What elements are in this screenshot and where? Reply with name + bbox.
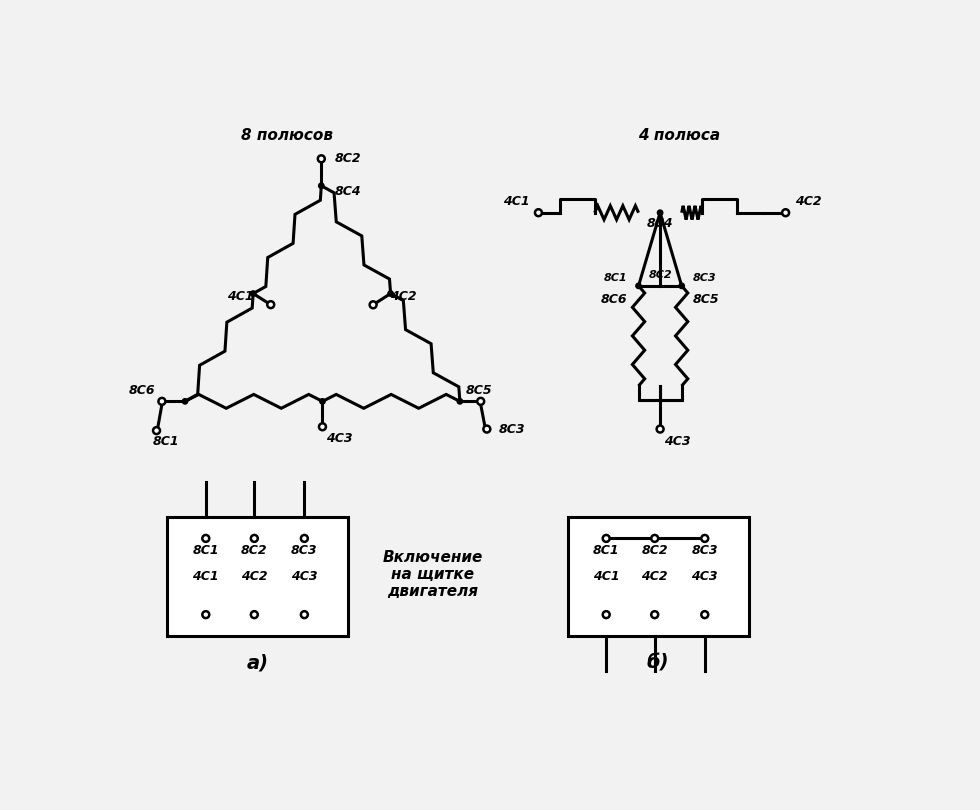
Text: 4С3: 4С3 (692, 570, 718, 583)
Circle shape (657, 425, 663, 433)
Circle shape (652, 612, 659, 618)
Circle shape (603, 535, 610, 542)
Circle shape (652, 535, 659, 542)
Text: б): б) (647, 654, 669, 672)
Circle shape (702, 535, 709, 542)
Circle shape (658, 210, 662, 215)
Text: 4С1: 4С1 (503, 195, 529, 208)
Text: 8С6: 8С6 (129, 384, 156, 397)
Circle shape (202, 612, 210, 618)
Text: 8С6: 8С6 (601, 293, 628, 306)
Circle shape (603, 612, 610, 618)
Text: 4С3: 4С3 (664, 435, 691, 448)
Text: 8С3: 8С3 (693, 273, 716, 284)
Text: 8С4: 8С4 (647, 217, 673, 230)
Text: 4С1: 4С1 (593, 570, 619, 583)
Text: 8С1: 8С1 (192, 544, 220, 557)
Circle shape (251, 535, 258, 542)
Text: 4 полюса: 4 полюса (638, 128, 720, 143)
Text: 4С2: 4С2 (795, 195, 821, 208)
Text: 4С3: 4С3 (326, 432, 353, 445)
Text: Включение
на щитке
двигателя: Включение на щитке двигателя (383, 550, 483, 599)
Text: 4С1: 4С1 (227, 290, 254, 303)
Text: а): а) (247, 654, 269, 672)
Circle shape (388, 291, 393, 296)
Circle shape (251, 291, 256, 296)
Circle shape (782, 209, 789, 216)
Circle shape (202, 535, 210, 542)
Text: 8С3: 8С3 (291, 544, 318, 557)
Text: 8С2: 8С2 (335, 152, 362, 165)
Circle shape (702, 612, 709, 618)
Text: 8С4: 8С4 (335, 185, 362, 198)
Text: 8 полюсов: 8 полюсов (241, 128, 332, 143)
Circle shape (369, 301, 376, 309)
Bar (567, 517, 749, 636)
Text: 4С3: 4С3 (291, 570, 318, 583)
Text: 8С3: 8С3 (692, 544, 718, 557)
Text: 8С2: 8С2 (241, 544, 268, 557)
Circle shape (679, 284, 684, 288)
Text: 8С5: 8С5 (466, 384, 493, 397)
Text: 8С1: 8С1 (593, 544, 619, 557)
Circle shape (159, 398, 166, 405)
Circle shape (636, 284, 641, 288)
Text: 8С2: 8С2 (649, 270, 672, 280)
Text: 4С2: 4С2 (390, 290, 416, 303)
Circle shape (535, 209, 542, 216)
Circle shape (458, 399, 463, 404)
Text: 4С2: 4С2 (641, 570, 668, 583)
Text: 4С2: 4С2 (241, 570, 268, 583)
Circle shape (153, 427, 160, 434)
Circle shape (268, 301, 274, 308)
Circle shape (182, 399, 188, 404)
Circle shape (251, 612, 258, 618)
Circle shape (483, 425, 490, 433)
Circle shape (477, 398, 484, 405)
Text: 4С1: 4С1 (192, 570, 220, 583)
Circle shape (319, 424, 326, 430)
Text: 8С1: 8С1 (153, 435, 179, 448)
Text: 8С2: 8С2 (641, 544, 668, 557)
Text: 8С5: 8С5 (693, 293, 719, 306)
Circle shape (301, 535, 308, 542)
Circle shape (318, 156, 324, 162)
Circle shape (318, 183, 324, 189)
Text: 8С3: 8С3 (499, 423, 525, 436)
Bar (168, 517, 348, 636)
Text: 8С1: 8С1 (604, 273, 628, 284)
Circle shape (319, 399, 325, 404)
Circle shape (301, 612, 308, 618)
